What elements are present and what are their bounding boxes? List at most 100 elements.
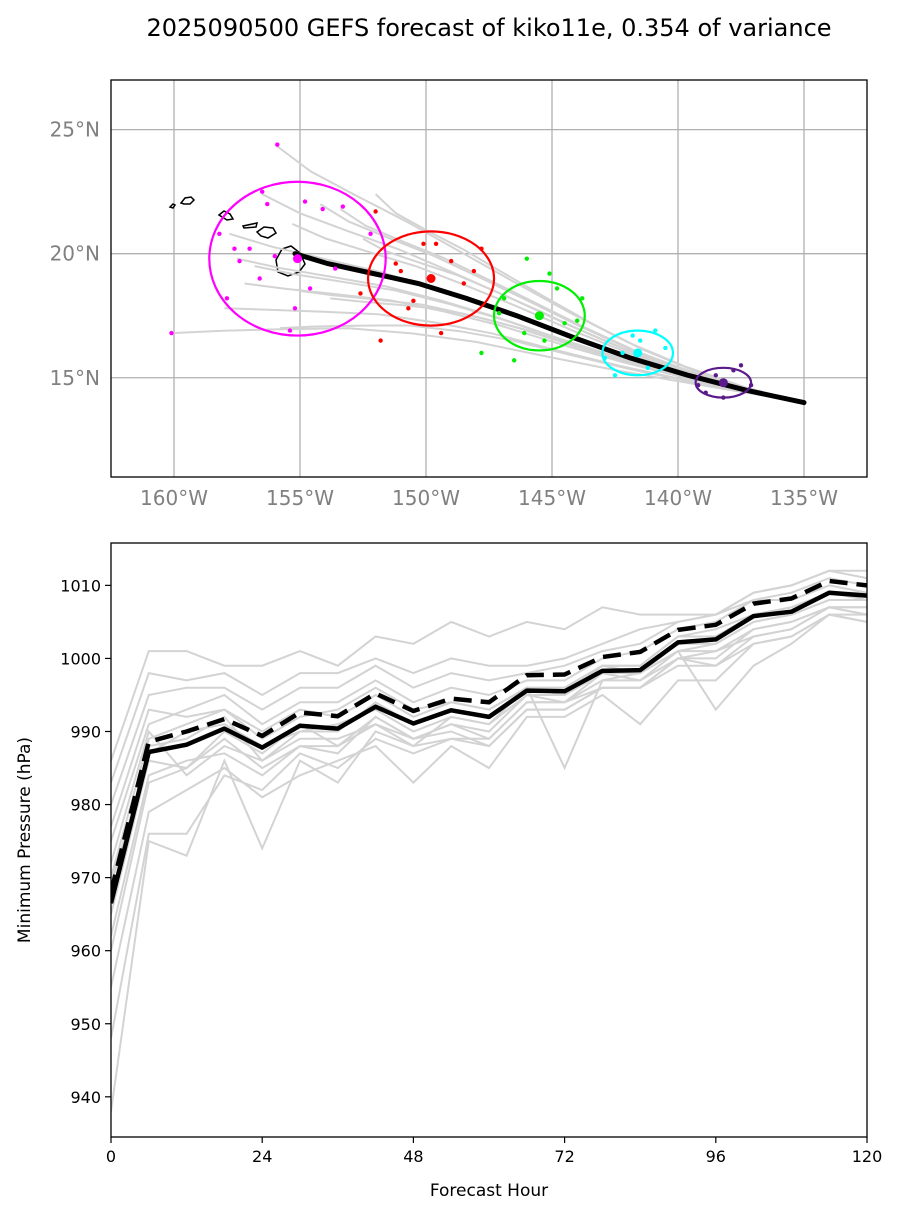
member-position-point <box>272 253 277 259</box>
member-track <box>261 193 805 404</box>
member-position-point <box>358 291 363 296</box>
member-pressure-line <box>111 569 867 762</box>
member-position-point <box>275 142 280 147</box>
y-tick-label: 980 <box>70 796 101 815</box>
solid-pressure-line <box>111 590 867 904</box>
member-position-point <box>340 204 346 209</box>
member-position-point <box>438 330 444 336</box>
y-tick-label: 1000 <box>60 649 101 668</box>
ensemble-member-tracks <box>171 143 805 404</box>
member-position-point <box>479 350 484 356</box>
member-position-point <box>433 241 439 246</box>
x-tick-label: 96 <box>706 1147 726 1166</box>
member-position-point <box>260 189 265 194</box>
member-position-point <box>713 373 718 378</box>
member-position-point <box>411 298 416 304</box>
member-position-point <box>378 338 383 343</box>
member-position-point <box>653 328 658 333</box>
ellipse-center-point <box>534 311 544 321</box>
member-position-point <box>554 286 560 291</box>
x-tick-label: 48 <box>403 1147 423 1166</box>
x-tick-label: 0 <box>106 1147 116 1166</box>
member-position-point <box>307 286 313 291</box>
member-track <box>319 203 805 404</box>
member-position-point <box>547 271 552 276</box>
map-lon-tick-label: 145°W <box>518 486 586 510</box>
pressure-series-lines <box>111 578 867 904</box>
member-position-point <box>630 333 635 338</box>
y-tick-label: 950 <box>70 1015 101 1034</box>
uncertainty-ellipse <box>694 366 753 399</box>
map-lon-tick-label: 155°W <box>266 486 334 510</box>
member-position-point <box>645 365 650 371</box>
member-position-point <box>257 276 262 281</box>
map-lat-tick-label: 20°N <box>50 242 100 266</box>
member-pressure-line <box>111 613 867 988</box>
y-tick-label: 960 <box>70 942 101 961</box>
ensemble-mean-track <box>292 251 807 406</box>
member-position-point <box>247 246 252 251</box>
member-track <box>374 193 805 404</box>
member-position-point <box>501 296 507 301</box>
ellipse-center-point <box>292 254 302 264</box>
uncertainty-ellipse <box>208 180 387 337</box>
member-position-point <box>421 241 426 246</box>
uncertainty-ellipse <box>492 279 586 352</box>
member-position-point <box>580 296 585 301</box>
member-pressure-line <box>111 584 867 842</box>
member-track <box>339 208 805 404</box>
figure-title: 2025090500 GEFS forecast of kiko11e, 0.3… <box>146 14 831 42</box>
member-position-point <box>393 261 398 266</box>
member-pressure-line <box>111 606 867 1039</box>
member-position-point <box>542 338 547 343</box>
member-pressure-line <box>111 613 867 915</box>
ellipse-center-point <box>426 274 436 283</box>
member-position-point <box>320 206 325 212</box>
member-pressure-line <box>111 613 867 1112</box>
member-track <box>279 324 805 404</box>
member-position-point <box>302 199 308 204</box>
member-position-point <box>512 358 517 363</box>
pressure-panel: 0 24 48 72 96 120 94095096097098099010001010 … <box>15 542 882 1201</box>
member-position-point <box>562 320 567 326</box>
member-track <box>274 143 805 404</box>
dashed-pressure-line <box>111 578 867 893</box>
pressure-x-ticks: 0 24 48 72 96 120 <box>106 1137 882 1166</box>
mean-track-line <box>292 251 807 406</box>
map-lat-tick-label: 15°N <box>50 366 100 390</box>
member-position-point <box>224 296 230 301</box>
x-tick-label: 72 <box>554 1147 574 1166</box>
map-content <box>168 142 807 406</box>
member-position-point <box>287 328 293 333</box>
member-position-point <box>620 350 625 356</box>
member-pressure-line <box>111 606 867 951</box>
member-position-point <box>292 306 298 311</box>
map-lon-tick-label: 135°W <box>770 486 838 510</box>
member-pressure-lines <box>111 569 867 1112</box>
map-frame <box>110 79 868 478</box>
member-track <box>171 327 805 404</box>
hawaii-coastline <box>168 196 306 277</box>
y-tick-label: 940 <box>70 1088 101 1107</box>
pressure-frame <box>110 542 868 1138</box>
y-axis-label: Minimum Pressure (hPa) <box>15 737 35 943</box>
member-position-point <box>368 231 373 237</box>
y-tick-label: 970 <box>70 869 101 888</box>
ellipse-center-point <box>633 348 643 358</box>
ellipse-center-point <box>718 378 728 388</box>
member-position-point <box>524 256 529 261</box>
pressure-y-ticks: 940 950 960 970 980 990 1000 1010 <box>60 576 111 1107</box>
x-tick-label: 24 <box>252 1147 272 1166</box>
member-position-point <box>575 318 580 323</box>
member-position-point <box>638 338 643 343</box>
member-pressure-line <box>111 599 867 886</box>
member-pressure-line <box>111 577 867 805</box>
member-position-point <box>461 281 466 286</box>
member-position-point <box>406 306 411 311</box>
member-position-point <box>663 345 668 351</box>
map-lon-tick-label: 140°W <box>644 486 712 510</box>
map-longitude-ticks: 160°W 155°W 150°W 145°W 140°W 135°W <box>140 486 838 510</box>
member-position-point <box>232 246 237 251</box>
member-position-point <box>373 209 378 214</box>
